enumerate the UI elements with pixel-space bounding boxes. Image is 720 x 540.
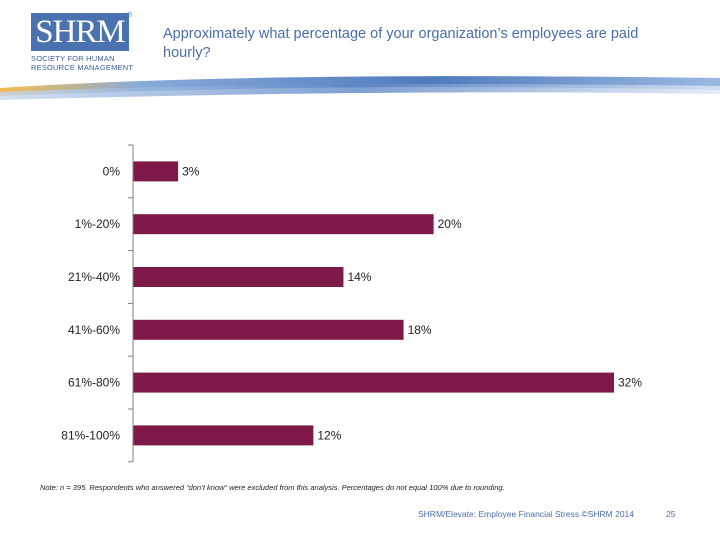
data-label: 18% xyxy=(408,323,432,337)
category-label: 41%-60% xyxy=(68,323,120,337)
category-label: 0% xyxy=(103,164,121,178)
data-label: 3% xyxy=(182,164,200,178)
data-label: 12% xyxy=(317,428,341,442)
logo-mark: SHRM xyxy=(31,13,129,51)
footnote: Note: n = 395. Respondents who answered … xyxy=(40,483,505,492)
logo-tagline-line2: RESOURCE MANAGEMENT xyxy=(31,63,134,72)
bar xyxy=(133,267,344,287)
logo-tagline: SOCIETY FOR HUMAN RESOURCE MANAGEMENT xyxy=(31,54,135,72)
data-label: 32% xyxy=(618,376,642,390)
category-label: 81%-100% xyxy=(61,428,120,442)
bar xyxy=(133,319,404,340)
chart-title: Approximately what percentage of your or… xyxy=(163,26,639,61)
header-swoosh-banner xyxy=(0,76,720,100)
footer-source: SHRM/Elevate: Employee Financial Stress … xyxy=(418,509,635,519)
logo-tagline-line1: SOCIETY FOR HUMAN xyxy=(31,54,115,63)
category-label: 61%-80% xyxy=(68,376,120,390)
registered-mark: ® xyxy=(127,12,133,19)
bar xyxy=(133,214,434,235)
bar xyxy=(133,161,179,182)
page-number: 25 xyxy=(666,509,676,519)
shrm-logo: SHRM ® SOCIETY FOR HUMAN RESOURCE MANAGE… xyxy=(31,12,135,77)
bar xyxy=(133,425,314,446)
category-label: 1%-20% xyxy=(75,217,121,231)
category-label: 21%-40% xyxy=(68,270,120,284)
data-label: 20% xyxy=(438,217,462,231)
data-label: 14% xyxy=(347,270,371,284)
bar xyxy=(133,372,614,393)
